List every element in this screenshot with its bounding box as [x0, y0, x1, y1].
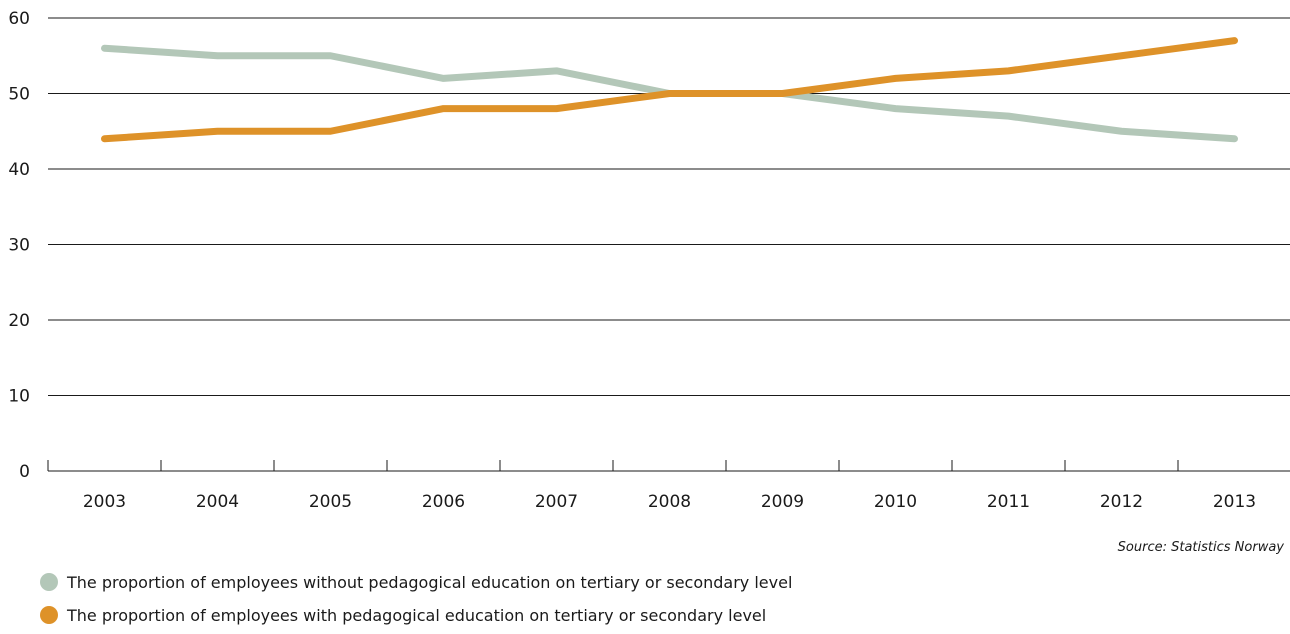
x-tick-label-2003: 2003 — [83, 492, 126, 512]
legend-label-with: The proportion of employees with pedagog… — [67, 605, 767, 625]
y-tick-labels: 0 10 20 30 40 50 60 — [8, 9, 30, 482]
y-tick-label-10: 10 — [8, 387, 30, 407]
y-tick-label-60: 60 — [8, 9, 30, 29]
legend: The proportion of employees without peda… — [40, 568, 792, 634]
y-tick-label-40: 40 — [8, 160, 30, 180]
gridlines — [48, 17, 1290, 396]
x-tick-label-2006: 2006 — [422, 492, 465, 512]
series-line-1 — [101, 37, 1238, 143]
legend-swatch-without — [40, 573, 58, 591]
legend-item-without: The proportion of employees without peda… — [40, 568, 792, 596]
x-tick-label-2013: 2013 — [1213, 492, 1256, 512]
x-tick-label-2009: 2009 — [761, 492, 804, 512]
x-tick-label-2012: 2012 — [1100, 492, 1143, 512]
legend-label-without: The proportion of employees without peda… — [67, 572, 793, 592]
x-tick-labels: 2003 2004 2005 2006 2007 2008 2009 2010 2011 2012… — [83, 492, 1256, 512]
y-tick-label-0: 0 — [19, 462, 30, 482]
y-tick-label-30: 30 — [8, 236, 30, 256]
x-tick-label-2008: 2008 — [648, 492, 691, 512]
y-tick-label-20: 20 — [8, 311, 30, 331]
x-tick-label-2004: 2004 — [196, 492, 239, 512]
y-tick-label-50: 50 — [8, 85, 30, 105]
x-tick-label-2011: 2011 — [987, 492, 1030, 512]
x-tick-label-2007: 2007 — [535, 492, 578, 512]
x-tick-label-2010: 2010 — [874, 492, 917, 512]
legend-swatch-with — [40, 606, 58, 624]
x-axis — [47, 460, 1290, 472]
legend-item-with: The proportion of employees with pedagog… — [40, 601, 792, 629]
series-lines — [101, 37, 1238, 143]
x-tick-label-2005: 2005 — [309, 492, 352, 512]
source-note: Source: Statistics Norway — [1117, 540, 1284, 555]
